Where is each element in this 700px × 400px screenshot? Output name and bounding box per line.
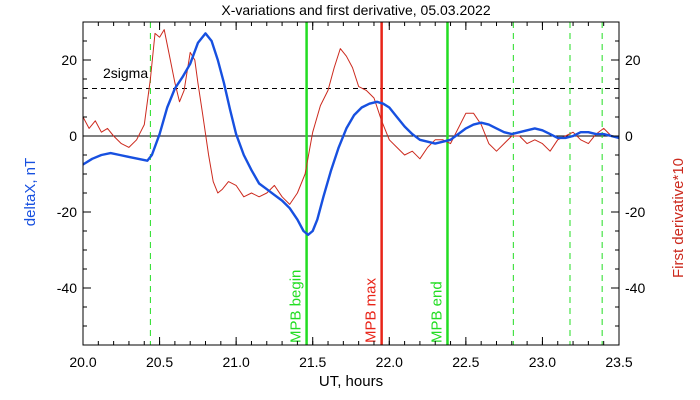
y-tick-label-left-1: -20: [57, 204, 77, 220]
y-tick-label-left-0: -40: [57, 280, 77, 296]
x-tick-label-3: 21.5: [299, 354, 326, 370]
y-tick-label-left-3: 20: [61, 52, 77, 68]
derivative-series-line: [83, 29, 619, 205]
y-tick-label-right-3: 20: [625, 52, 641, 68]
marker-label-2: MPB end: [428, 281, 445, 343]
plot-frame: [82, 21, 620, 346]
x-tick-label-4: 22.0: [376, 354, 403, 370]
chart-title: X-variations and first derivative, 05.03…: [221, 2, 490, 18]
y-tick-label-right-1: -20: [625, 204, 645, 220]
x-tick-label-6: 23.0: [529, 354, 556, 370]
x-tick-label-0: 20.0: [69, 354, 96, 370]
deltax-series-line: [83, 32, 619, 236]
y-tick-label-left-2: 0: [69, 128, 77, 144]
x-tick-label-7: 23.5: [605, 354, 632, 370]
x-tick-label-2: 21.0: [223, 354, 250, 370]
y-tick-label-right-0: -40: [625, 280, 645, 296]
marker-label-1: MPB max: [363, 277, 380, 343]
marker-label-0: MPB begin: [288, 270, 305, 343]
x-tick-label-5: 22.5: [452, 354, 479, 370]
y-axis-label-right: First derivative*10: [670, 158, 687, 278]
y-tick-label-right-2: 0: [625, 128, 633, 144]
x-tick-label-1: 20.5: [146, 354, 173, 370]
annotation-2sigma: 2sigma: [103, 65, 148, 81]
y-axis-label-left: deltaX, nT: [22, 158, 39, 226]
x-axis-label: UT, hours: [319, 373, 383, 390]
